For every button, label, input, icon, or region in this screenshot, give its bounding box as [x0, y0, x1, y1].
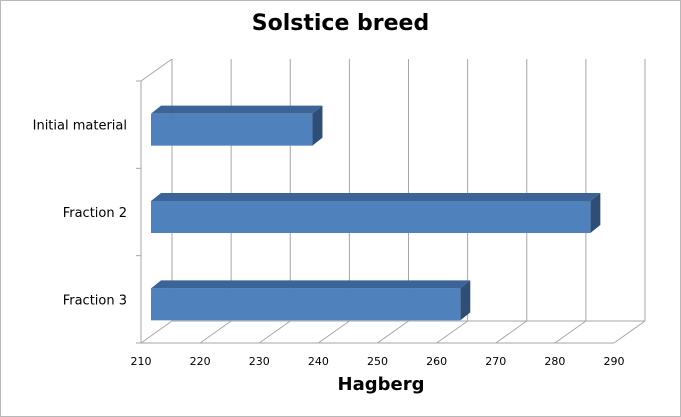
- category-label: Fraction 3: [63, 293, 127, 308]
- x-axis-label: Hagberg: [337, 374, 425, 395]
- category-label: Initial material: [33, 119, 127, 134]
- x-tick-label: 260: [426, 355, 447, 368]
- bar: [151, 201, 591, 233]
- bar-top-face: [151, 280, 471, 289]
- floor-gridline: [258, 320, 291, 344]
- x-tick-label: 230: [249, 355, 270, 368]
- x-tick-label: 290: [604, 355, 625, 368]
- floor-gridline: [613, 320, 646, 344]
- wall-top-edge: [140, 58, 173, 82]
- floor-gridline: [140, 320, 173, 344]
- x-tick-label: 270: [485, 355, 506, 368]
- floor-gridline: [199, 320, 232, 344]
- floor-gridline: [554, 320, 587, 344]
- floor-gridline: [377, 320, 409, 344]
- floor-gridline: [495, 320, 528, 344]
- chart-title: Solstice breed: [251, 11, 430, 36]
- bar: [151, 113, 313, 146]
- x-tick-label: 280: [544, 355, 565, 368]
- bar-side-face: [590, 193, 601, 233]
- x-tick-label: 220: [190, 355, 211, 368]
- x-tick-label: 240: [308, 355, 329, 368]
- bar-top-face: [151, 105, 323, 114]
- floor-gridline: [318, 320, 350, 344]
- bar-side-face: [460, 280, 471, 321]
- x-tick-label: 250: [367, 355, 388, 368]
- category-label: Fraction 2: [63, 206, 127, 221]
- x-tick-label: 210: [131, 355, 152, 368]
- bar-top-face: [151, 193, 601, 201]
- bar: [151, 288, 461, 321]
- bar-side-face: [312, 105, 323, 146]
- floor-gridline: [436, 320, 468, 344]
